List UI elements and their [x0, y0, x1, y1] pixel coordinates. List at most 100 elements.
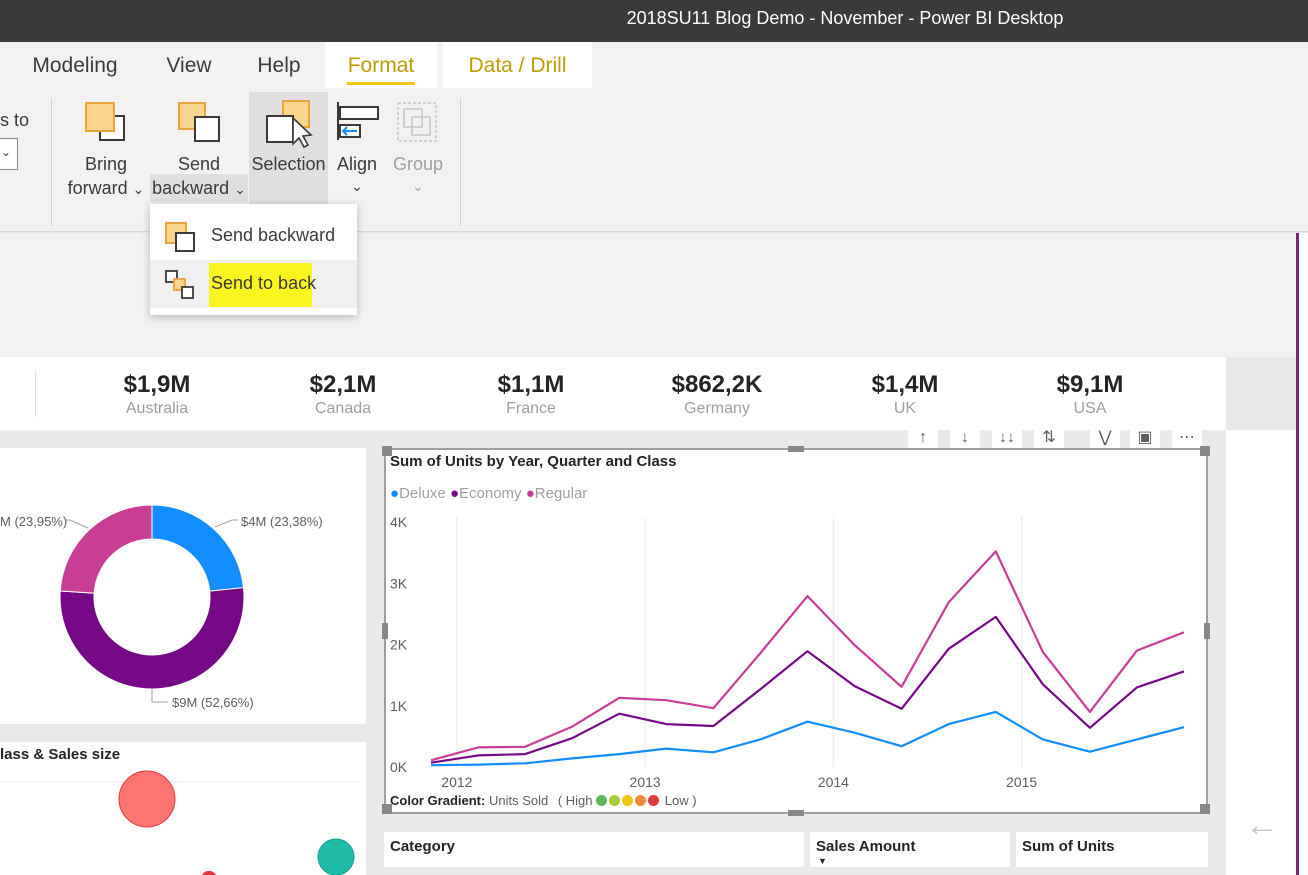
- filter-icon[interactable]: ⋁: [1090, 430, 1120, 448]
- chevron-down-icon: ⌄: [351, 178, 363, 194]
- legend-dot-icon: ●: [525, 485, 535, 502]
- kpi-card[interactable]: $1,4M UK: [815, 371, 995, 418]
- tab-modeling[interactable]: Modeling: [32, 54, 118, 77]
- send-backward-split[interactable]: backward ⌄: [150, 174, 248, 202]
- table-header-sum-of-units[interactable]: Sum of Units: [1016, 832, 1208, 867]
- donut-slice-deluxe[interactable]: [151, 504, 245, 592]
- kpi-value: $862,2K: [671, 371, 763, 398]
- resize-handle[interactable]: [382, 623, 388, 639]
- kpi-value: $9,1M: [1056, 371, 1124, 398]
- menu-item-send-to-back[interactable]: Send to back: [150, 260, 357, 308]
- legend-label: Deluxe: [399, 485, 446, 502]
- kpi-card[interactable]: $1,1M France: [441, 371, 621, 418]
- gradient-dot-icon: [609, 795, 621, 806]
- kpi-card[interactable]: $1,9M Australia: [67, 371, 247, 418]
- selection-pane-icon: [266, 100, 313, 148]
- donut-slice-regular[interactable]: [59, 504, 153, 594]
- kpi-value: $1,4M: [871, 371, 939, 398]
- kpi-label: Germany: [684, 400, 750, 417]
- gradient-high: ( High: [557, 793, 593, 808]
- resize-handle[interactable]: [788, 810, 804, 816]
- kpi-card[interactable]: $2,1M Canada: [253, 371, 433, 418]
- ribbon-cut-select[interactable]: ⌄: [0, 138, 18, 170]
- table-header-sales-amount[interactable]: Sales Amount ▼: [810, 832, 1010, 867]
- legend-item-deluxe[interactable]: ●Deluxe: [390, 485, 446, 502]
- color-gradient-legend: Color Gradient: Units Sold ( High Low ): [390, 793, 697, 808]
- donut-label-deluxe: $4M (23,38%): [241, 514, 323, 529]
- chevron-down-icon: ⌄: [132, 181, 145, 197]
- y-tick-label: 1K: [390, 698, 408, 714]
- chevron-down-icon: ⌄: [234, 181, 246, 197]
- next-level-icon[interactable]: ↓↓: [992, 430, 1022, 448]
- bring-forward-icon: [85, 102, 125, 141]
- menu-item-send-backward[interactable]: Send backward: [150, 212, 357, 260]
- highlight-marker: [209, 263, 312, 307]
- ribbon-separator: [460, 98, 461, 226]
- donut-leader-bottom: [151, 688, 168, 703]
- kpi-value: $1,9M: [123, 371, 191, 398]
- scatter-bubble[interactable]: [202, 870, 216, 875]
- donut-chart-visual[interactable]: M (23,95%) $4M (23,38%) $9M (52,66%): [0, 448, 366, 724]
- donut-chart: [59, 504, 245, 703]
- align-button[interactable]: Align ⌄: [332, 92, 382, 204]
- align-left-icon: [337, 102, 379, 140]
- scatter-chart: [0, 770, 360, 875]
- back-arrow-icon[interactable]: ←: [1245, 806, 1279, 844]
- bring-forward-button[interactable]: Bring forward ⌄: [62, 92, 150, 204]
- focus-mode-icon[interactable]: ▣: [1130, 430, 1160, 448]
- resize-handle[interactable]: [382, 446, 392, 456]
- line-chart-visual[interactable]: Sum of Units by Year, Quarter and Class …: [382, 446, 1210, 816]
- legend-item-economy[interactable]: ●Economy: [450, 485, 522, 502]
- send-to-back-icon: [165, 270, 194, 299]
- legend-label: Regular: [534, 485, 588, 502]
- resize-handle[interactable]: [1200, 446, 1210, 456]
- series-line-deluxe[interactable]: [430, 710, 1185, 767]
- kpi-card[interactable]: $9,1M USA: [1000, 371, 1180, 418]
- chevron-down-icon: ⌄: [1, 145, 12, 159]
- resize-handle[interactable]: [1200, 804, 1210, 814]
- tab-data-drill[interactable]: Data / Drill: [443, 42, 592, 88]
- drill-down-icon[interactable]: ↓: [950, 430, 980, 448]
- kpi-value: $2,1M: [309, 371, 377, 398]
- ribbon-cut-label: s to: [0, 110, 30, 130]
- kpi-card[interactable]: $862,2K Germany: [627, 371, 807, 418]
- drill-up-icon[interactable]: ↑: [908, 430, 938, 448]
- gradient-dots: [596, 793, 661, 808]
- line-chart: 0K 1K 2K 3K 4K 2012 2013 2014 2015: [390, 514, 1185, 790]
- tab-format[interactable]: Format: [325, 42, 437, 88]
- series-line-economy[interactable]: [430, 615, 1185, 764]
- resize-handle[interactable]: [788, 446, 804, 452]
- resize-handle[interactable]: [1204, 623, 1210, 639]
- donut-slice-economy[interactable]: [59, 587, 245, 690]
- bring-forward-line1: Bring: [84, 154, 128, 174]
- donut-label-regular: M (23,95%): [0, 514, 68, 529]
- table-header-category[interactable]: Category: [384, 832, 804, 867]
- line-chart-title: Sum of Units by Year, Quarter and Class: [390, 453, 677, 470]
- send-backward-button[interactable]: Send backward ⌄: [150, 92, 248, 204]
- series-line-regular[interactable]: [430, 550, 1185, 762]
- pane-border: [1296, 233, 1308, 875]
- scatter-chart-visual[interactable]: lass & Sales size: [0, 742, 366, 875]
- y-tick-label: 4K: [390, 514, 408, 530]
- active-tab-underline: [347, 82, 415, 85]
- table-visual[interactable]: Category Sales Amount ▼ Sum of Units: [384, 832, 1208, 875]
- scatter-bubble[interactable]: [317, 838, 355, 875]
- legend-item-regular[interactable]: ●Regular: [526, 485, 588, 502]
- donut-leader-right: [214, 519, 238, 528]
- more-options-icon[interactable]: ⋯: [1172, 430, 1202, 448]
- kpi-value: $1,1M: [497, 371, 565, 398]
- scatter-bubble[interactable]: [118, 770, 176, 828]
- y-tick-label: 3K: [390, 575, 408, 591]
- tab-help[interactable]: Help: [257, 54, 301, 77]
- selection-button[interactable]: Selection: [249, 92, 328, 204]
- tab-view[interactable]: View: [166, 54, 212, 77]
- expand-hierarchy-icon[interactable]: ⇅: [1034, 430, 1064, 448]
- side-pane: [1226, 430, 1296, 875]
- resize-handle[interactable]: [382, 804, 392, 814]
- menu-item-label: Send backward: [211, 225, 336, 245]
- group-button[interactable]: Group ⌄: [390, 92, 446, 204]
- send-backward-dropdown: Send backward Send to back: [150, 204, 357, 315]
- x-tick-label: 2012: [441, 774, 472, 790]
- title-bar: 2018SU11 Blog Demo - November - Power BI…: [0, 0, 1308, 42]
- chart-legend: ●Deluxe ●Economy ●Regular: [390, 485, 587, 502]
